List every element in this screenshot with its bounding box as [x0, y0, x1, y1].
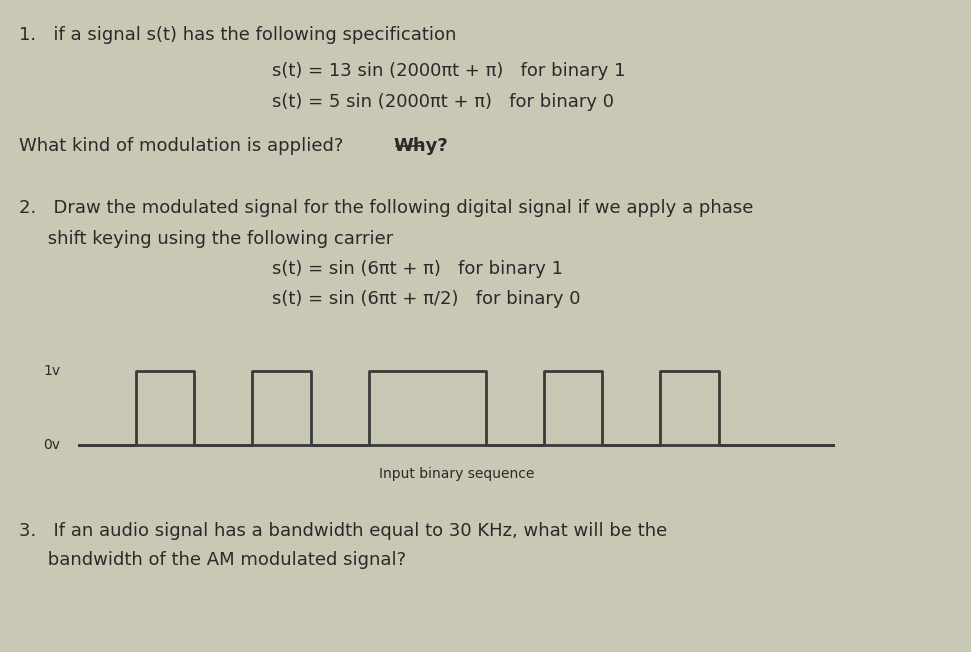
Text: 0v: 0v: [43, 438, 60, 452]
Text: s(t) = 13 sin (2000πt + π)   for binary 1: s(t) = 13 sin (2000πt + π) for binary 1: [272, 62, 625, 80]
Text: 2.   Draw the modulated signal for the following digital signal if we apply a ph: 2. Draw the modulated signal for the fol…: [19, 199, 753, 217]
Text: s(t) = sin (6πt + π)   for binary 1: s(t) = sin (6πt + π) for binary 1: [272, 260, 563, 278]
Text: 1v: 1v: [43, 364, 60, 378]
Text: shift keying using the following carrier: shift keying using the following carrier: [19, 230, 393, 248]
Text: What kind of modulation is applied?: What kind of modulation is applied?: [19, 137, 350, 155]
Text: 1.   if a signal s(t) has the following specification: 1. if a signal s(t) has the following sp…: [19, 26, 456, 44]
Text: s(t) = sin (6πt + π/2)   for binary 0: s(t) = sin (6πt + π/2) for binary 0: [272, 290, 581, 308]
Text: bandwidth of the AM modulated signal?: bandwidth of the AM modulated signal?: [19, 551, 407, 569]
Text: Why?: Why?: [393, 137, 448, 155]
Text: 3.   If an audio signal has a bandwidth equal to 30 KHz, what will be the: 3. If an audio signal has a bandwidth eq…: [19, 522, 668, 540]
Text: Input binary sequence: Input binary sequence: [379, 467, 534, 481]
Text: s(t) = 5 sin (2000πt + π)   for binary 0: s(t) = 5 sin (2000πt + π) for binary 0: [272, 93, 614, 111]
